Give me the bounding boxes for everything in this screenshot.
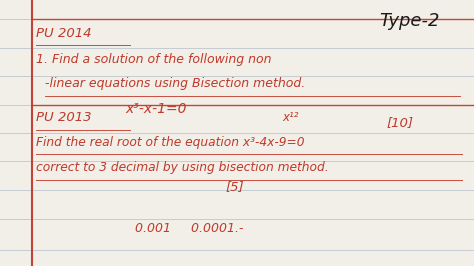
Text: x¹²: x¹² xyxy=(282,111,299,124)
Text: 1. Find a solution of the following non: 1. Find a solution of the following non xyxy=(36,53,271,66)
Text: correct to 3 decimal by using bisection method.: correct to 3 decimal by using bisection … xyxy=(36,161,328,174)
Text: Find the real root of the equation x³-4x-9=0: Find the real root of the equation x³-4x… xyxy=(36,136,304,149)
Text: -linear equations using Bisection method.: -linear equations using Bisection method… xyxy=(45,77,305,90)
Text: [10]: [10] xyxy=(386,117,413,129)
Text: [5]: [5] xyxy=(225,180,244,193)
Text: PU 2014: PU 2014 xyxy=(36,27,91,40)
Text: x³-x-1=0: x³-x-1=0 xyxy=(126,102,187,115)
Text: 0.001     0.0001.-: 0.001 0.0001.- xyxy=(135,222,244,235)
Text: Type-2: Type-2 xyxy=(379,12,440,30)
Text: PU 2013: PU 2013 xyxy=(36,111,91,124)
